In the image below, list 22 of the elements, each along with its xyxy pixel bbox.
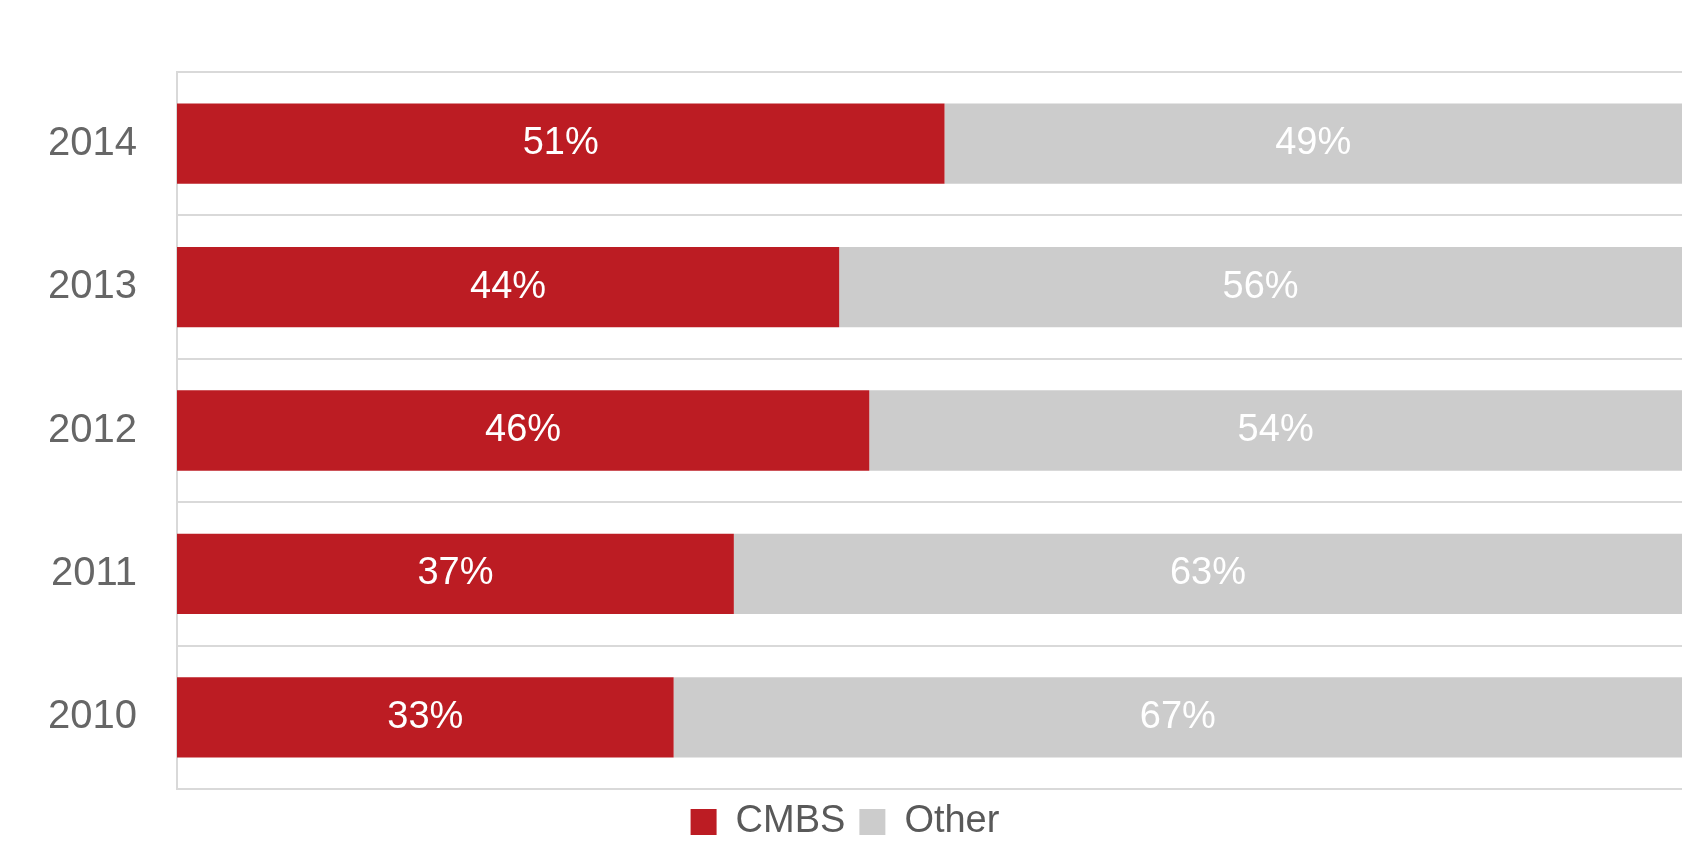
bar xyxy=(869,390,1682,471)
y-tick-label: 2010 xyxy=(48,692,137,737)
bar xyxy=(176,246,840,328)
y-tick-label: 2013 xyxy=(48,262,137,307)
bar xyxy=(944,103,1682,184)
data-label: 51% xyxy=(522,120,599,163)
legend-label: CMBS xyxy=(735,798,846,841)
bar xyxy=(176,677,674,758)
data-label: 33% xyxy=(387,693,464,736)
y-tick-label: 2012 xyxy=(48,405,137,450)
bar xyxy=(673,677,1682,758)
bar xyxy=(733,533,1682,615)
data-label: 37% xyxy=(417,550,494,593)
y-tick-label: 2011 xyxy=(50,548,137,593)
bar xyxy=(839,246,1682,328)
bar xyxy=(176,103,945,184)
data-label: 44% xyxy=(470,263,547,306)
bar xyxy=(176,390,870,471)
legend-label: Other xyxy=(904,798,1000,841)
y-tick-label: 2014 xyxy=(48,118,137,163)
data-label: 46% xyxy=(485,406,562,449)
bar xyxy=(176,533,734,615)
